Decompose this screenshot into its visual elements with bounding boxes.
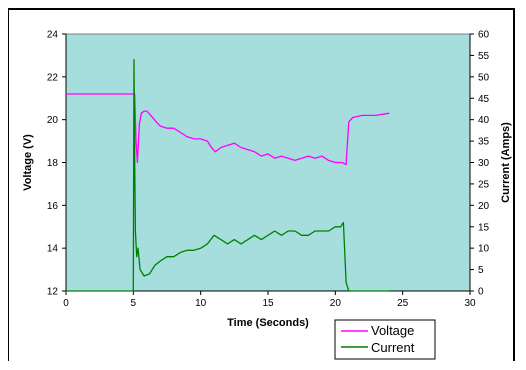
x-axis-title: Time (Seconds) <box>227 317 309 329</box>
legend-label-current: Current <box>371 340 415 355</box>
y-right-tick-label: 25 <box>478 179 490 190</box>
y-right-tick-label: 15 <box>478 222 490 233</box>
y-right-tick-label: 45 <box>478 94 490 105</box>
x-tick-label: 5 <box>131 298 137 309</box>
y-left-tick-label: 16 <box>47 201 59 212</box>
y-right-tick-label: 30 <box>478 158 490 169</box>
x-tick-label: 25 <box>397 298 409 309</box>
y-left-tick-label: 24 <box>47 30 59 41</box>
y-right-tick-label: 50 <box>478 72 490 83</box>
y-axis-left-title: Voltage (V) <box>22 134 34 191</box>
y-right-tick-label: 10 <box>478 244 490 255</box>
y-right-tick-label: 0 <box>478 287 484 298</box>
y-left-tick-label: 12 <box>47 287 59 298</box>
y-right-tick-label: 55 <box>478 51 490 62</box>
chart-frame <box>8 8 515 361</box>
y-right-tick-label: 40 <box>478 115 490 126</box>
x-tick-label: 20 <box>330 298 342 309</box>
x-tick-label: 15 <box>262 298 274 309</box>
y-left-tick-label: 22 <box>47 72 59 83</box>
y-right-tick-label: 20 <box>478 201 490 212</box>
x-tick-label: 30 <box>464 298 476 309</box>
series-line-current <box>66 59 390 292</box>
y-right-tick-label: 5 <box>478 265 484 276</box>
legend-label-voltage: Voltage <box>371 323 414 338</box>
y-axis-right-title: Current (Amps) <box>500 122 512 203</box>
y-right-tick-label: 60 <box>478 30 490 41</box>
plot-area <box>65 33 471 292</box>
y-left-tick-label: 18 <box>47 158 59 169</box>
x-tick-label: 10 <box>195 298 207 309</box>
legend-box <box>334 319 436 360</box>
y-right-tick-label: 35 <box>478 137 490 148</box>
series-line-voltage <box>66 93 390 166</box>
y-left-tick-label: 20 <box>47 115 59 126</box>
legend: Voltage Current <box>334 319 436 360</box>
y-left-tick-label: 14 <box>47 244 59 255</box>
x-tick-label: 0 <box>63 298 69 309</box>
